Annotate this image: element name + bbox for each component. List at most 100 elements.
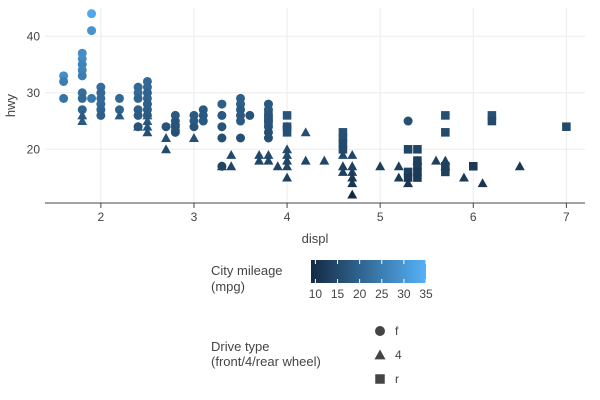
legend-key-triangle bbox=[374, 349, 386, 360]
data-point bbox=[198, 116, 208, 126]
data-point bbox=[319, 155, 330, 165]
data-point bbox=[413, 145, 422, 154]
data-point bbox=[142, 110, 153, 120]
data-point bbox=[114, 105, 124, 115]
legend-label-f: f bbox=[395, 324, 399, 338]
data-point bbox=[393, 161, 404, 171]
grid-lines bbox=[45, 8, 585, 203]
data-point bbox=[87, 26, 97, 36]
data-point bbox=[347, 172, 358, 182]
legend-key-square bbox=[375, 374, 385, 384]
colorbar-tick-label: 20 bbox=[353, 287, 367, 301]
data-point bbox=[189, 133, 199, 142]
colorbar-tick-label: 25 bbox=[375, 287, 389, 301]
data-point bbox=[282, 150, 293, 159]
shape-legend-title: (front/4/rear wheel) bbox=[211, 354, 321, 369]
data-point bbox=[300, 127, 311, 137]
data-point bbox=[282, 172, 293, 182]
data-point bbox=[77, 93, 87, 103]
data-point bbox=[393, 172, 404, 182]
data-point bbox=[114, 93, 124, 103]
data-point bbox=[441, 128, 450, 137]
x-tick-label: 6 bbox=[470, 210, 477, 224]
data-point bbox=[96, 110, 106, 120]
data-point bbox=[254, 155, 265, 165]
data-point bbox=[245, 110, 255, 120]
data-point bbox=[216, 161, 227, 171]
data-point bbox=[236, 133, 246, 143]
data-point bbox=[189, 122, 199, 132]
data-point bbox=[263, 155, 274, 165]
data-point bbox=[59, 93, 69, 103]
data-point bbox=[161, 144, 171, 154]
data-point bbox=[338, 139, 348, 148]
data-point bbox=[170, 121, 181, 131]
data-point bbox=[469, 161, 478, 171]
data-points bbox=[59, 9, 571, 199]
colorbar-tick-label: 10 bbox=[309, 287, 323, 301]
y-tick-label: 20 bbox=[27, 142, 41, 156]
data-point bbox=[440, 161, 451, 171]
data-point bbox=[226, 161, 237, 171]
data-point bbox=[282, 161, 293, 171]
data-point bbox=[217, 122, 227, 132]
data-point bbox=[87, 93, 97, 103]
data-point bbox=[77, 116, 88, 126]
y-axis-title: hwy bbox=[3, 93, 18, 117]
data-point bbox=[226, 150, 237, 159]
data-point bbox=[403, 178, 414, 188]
x-tick-label: 4 bbox=[284, 210, 291, 224]
colorbar bbox=[311, 260, 426, 283]
data-point bbox=[263, 133, 273, 143]
data-point bbox=[441, 167, 450, 177]
data-point bbox=[431, 155, 441, 165]
data-point bbox=[282, 144, 293, 154]
data-point bbox=[441, 111, 450, 120]
data-point bbox=[217, 99, 227, 109]
data-point bbox=[403, 173, 413, 182]
data-point bbox=[403, 145, 413, 154]
data-point bbox=[87, 9, 97, 19]
x-tick-label: 5 bbox=[377, 210, 384, 224]
y-tick-label: 30 bbox=[27, 86, 41, 100]
legend-label-r: r bbox=[395, 372, 399, 386]
data-point bbox=[77, 105, 87, 115]
data-point bbox=[142, 121, 153, 131]
data-point bbox=[114, 110, 125, 120]
x-tick-label: 3 bbox=[191, 210, 198, 224]
x-axis-title: displ bbox=[302, 231, 329, 246]
data-point bbox=[133, 93, 143, 103]
data-point bbox=[264, 116, 273, 126]
data-point bbox=[263, 150, 274, 159]
data-point bbox=[477, 178, 488, 188]
data-point bbox=[282, 122, 292, 132]
data-point bbox=[272, 161, 283, 171]
data-point bbox=[236, 116, 246, 126]
data-point bbox=[282, 111, 292, 120]
data-point bbox=[562, 122, 571, 131]
data-point bbox=[338, 133, 348, 143]
axes: 2 3 4 5 6 7 20 30 40 displ hwy bbox=[3, 29, 585, 246]
legend-key-circle bbox=[375, 326, 385, 336]
x-tick-label: 2 bbox=[98, 210, 105, 224]
data-point bbox=[347, 178, 358, 188]
data-point bbox=[133, 121, 144, 131]
data-point bbox=[413, 173, 422, 182]
data-point bbox=[133, 110, 143, 120]
data-point bbox=[514, 161, 525, 171]
data-point bbox=[487, 116, 497, 126]
data-point bbox=[337, 166, 348, 176]
data-point bbox=[440, 155, 451, 165]
data-point bbox=[264, 111, 273, 120]
data-point bbox=[282, 128, 292, 137]
data-point bbox=[59, 76, 69, 86]
data-point bbox=[347, 161, 358, 171]
color-legend-title: (mpg) bbox=[211, 279, 245, 294]
legends: City mileage(mpg) 10 15 20 25 30 35 Drive type(… bbox=[211, 260, 433, 386]
data-point bbox=[161, 133, 171, 142]
colorbar-tick-label: 30 bbox=[397, 287, 411, 301]
data-point bbox=[347, 189, 358, 199]
colorbar-tick-label: 15 bbox=[331, 287, 345, 301]
x-tick-label: 7 bbox=[563, 210, 570, 224]
